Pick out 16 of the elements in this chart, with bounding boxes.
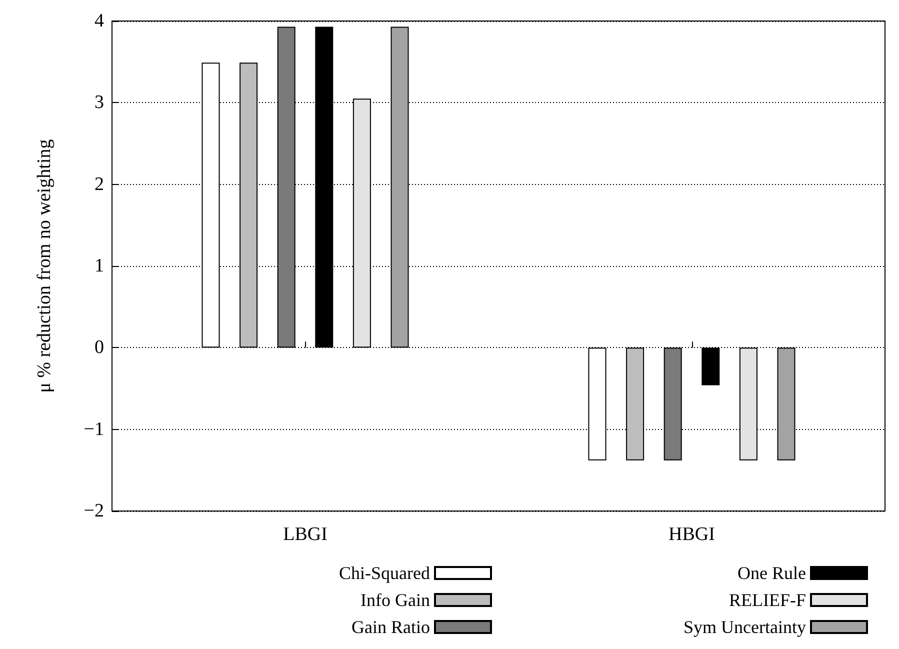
legend-label: Chi-Squared [339,563,430,583]
legend-label: Sym Uncertainty [684,617,806,637]
y-tick-label: 4 [94,10,104,32]
y-tick-label: 0 [94,337,104,358]
legend-label: Info Gain [360,590,430,610]
y-tick-label: −1 [84,418,104,440]
legend-label: Gain Ratio [352,617,430,637]
legend-label: RELIEF-F [728,590,806,610]
x-tick-label: LBGI [283,524,328,545]
legend-label: One Rule [738,563,806,583]
x-tick-label: HBGI [668,524,715,545]
y-tick-label: 3 [94,92,104,114]
y-tick-label: −2 [84,500,104,522]
y-tick-label: 2 [94,174,104,195]
y-axis-title: μ % reduction from no weighting [34,138,55,393]
y-tick-label: 1 [94,256,104,276]
